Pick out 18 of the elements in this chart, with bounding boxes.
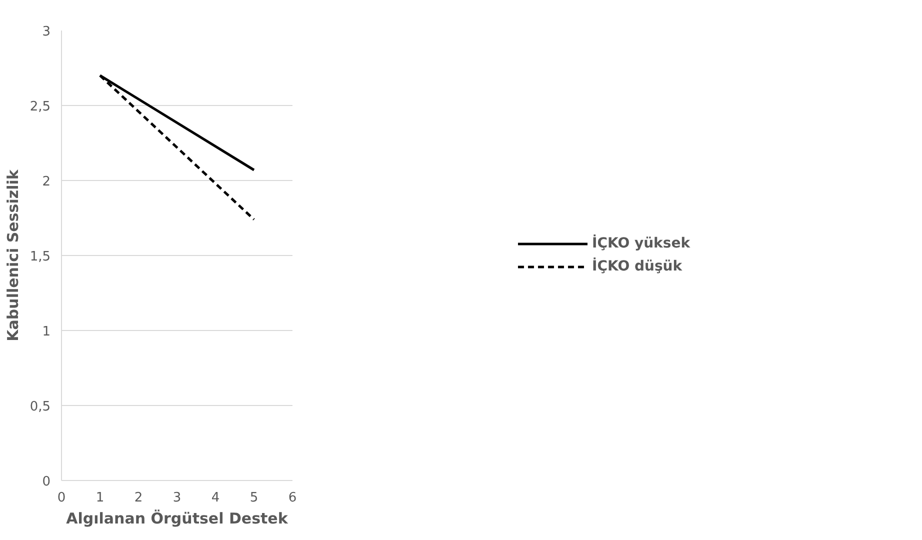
x-tick-label: 4 (211, 490, 220, 506)
y-tick-label: 0,5 (30, 400, 51, 414)
x-tick-label: 6 (288, 490, 297, 506)
y-tick-label: 1,5 (30, 250, 51, 264)
y-tick-label: 1 (42, 324, 51, 340)
y-tick-label: 0 (42, 474, 51, 490)
x-tick-label: 2 (134, 490, 143, 506)
y-tick-label: 3 (42, 24, 51, 40)
x-tick-label: 1 (96, 490, 104, 506)
y-tick-label: 2,5 (30, 100, 51, 114)
x-axis-title: Algılanan Örgütsel Destek (66, 510, 289, 528)
x-tick-label: 5 (250, 490, 258, 506)
x-tick-label: 3 (172, 490, 182, 506)
legend-label: İÇKO yüksek (592, 236, 690, 252)
y-axis-title: Kabullenici Sessizlik (4, 168, 22, 342)
y-tick-label: 2 (42, 174, 51, 190)
legend-label: İÇKO düşük (592, 258, 682, 274)
x-tick-label: 0 (57, 490, 66, 506)
